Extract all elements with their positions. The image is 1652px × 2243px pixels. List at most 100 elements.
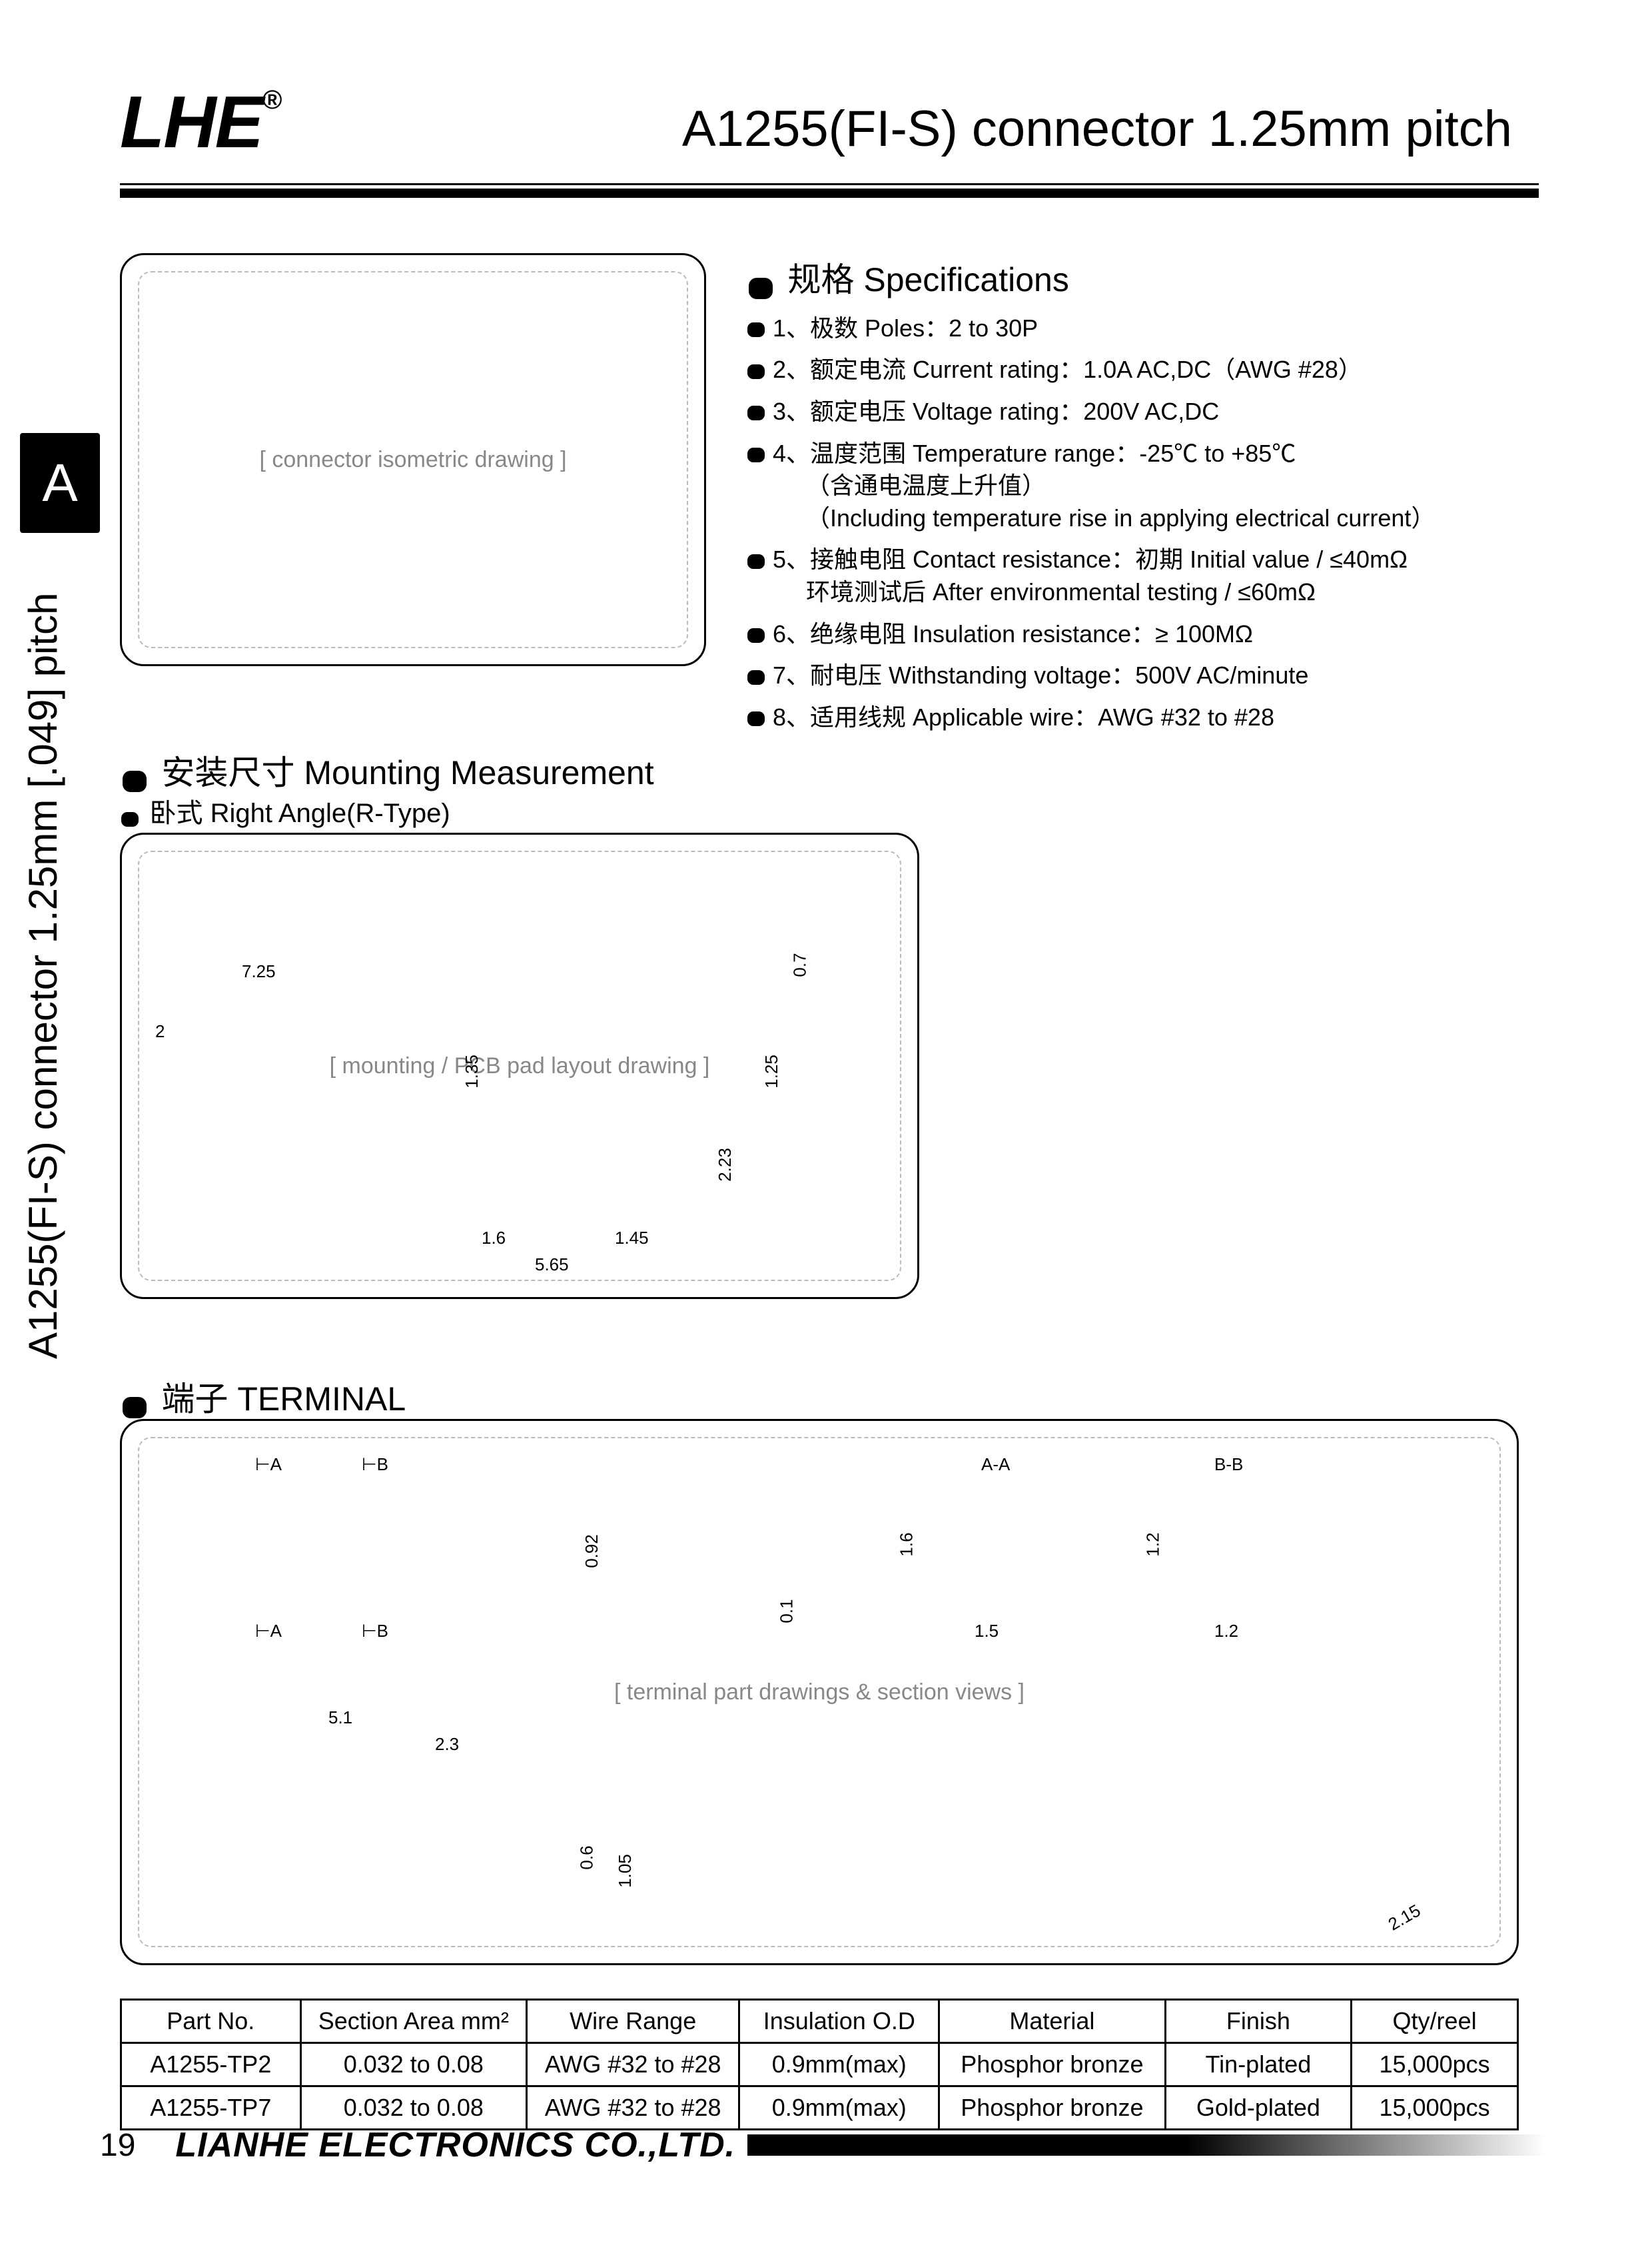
header-rule xyxy=(120,183,1539,198)
mounting-subheading: 卧式 Right Angle(R-Type) xyxy=(120,791,450,830)
terminal-table: Part No. Section Area mm² Wire Range Ins… xyxy=(120,1999,1519,2130)
brand-logo: LHE® xyxy=(120,80,280,165)
spec-text: 2、额定电流 Current rating：1.0A AC,DC（AWG #28… xyxy=(773,354,1525,386)
table-header: Wire Range xyxy=(526,2000,739,2043)
mounting-drawing-placeholder: [ mounting / PCB pad layout drawing ] xyxy=(138,851,901,1281)
table-header-row: Part No. Section Area mm² Wire Range Ins… xyxy=(121,2000,1518,2043)
table-cell: A1255-TP2 xyxy=(121,2043,301,2086)
table-header: Qty/reel xyxy=(1352,2000,1518,2043)
dim-label: 0.1 xyxy=(777,1599,797,1623)
dim-label: 1.2 xyxy=(1214,1621,1238,1641)
dim-label: 1.2 xyxy=(1143,1532,1164,1556)
dim-label: 1.25 xyxy=(761,1055,782,1089)
spec-text: 1、极数 Poles：2 to 30P xyxy=(773,312,1525,345)
spec-subtext: （Including temperature rise in applying … xyxy=(746,502,1525,535)
side-tab: A xyxy=(20,433,100,533)
dim-label: 5.65 xyxy=(535,1254,569,1275)
table-cell: AWG #32 to #28 xyxy=(526,2086,739,2130)
page-content: LHE® A1255(FI-S) connector 1.25mm pitch … xyxy=(120,80,1539,165)
brand-logo-registered: ® xyxy=(262,85,280,115)
spec-subtext: （含通电温度上升值） xyxy=(746,470,1525,502)
dim-label: 1.5 xyxy=(975,1621,999,1641)
table-cell: 0.032 to 0.08 xyxy=(300,2043,526,2086)
spec-row: 8、适用线规 Applicable wire：AWG #32 to #28 xyxy=(746,701,1525,734)
bullet-icon xyxy=(746,668,766,687)
footer-bar-icon xyxy=(747,2134,1545,2156)
section-marker: ⊢A xyxy=(255,1454,282,1475)
dim-label: 1.45 xyxy=(615,1228,649,1248)
table-cell: AWG #32 to #28 xyxy=(526,2043,739,2086)
page-number: 19 xyxy=(100,2127,135,2164)
table-header: Material xyxy=(939,2000,1166,2043)
spec-row: 1、极数 Poles：2 to 30P xyxy=(746,312,1525,345)
spec-row: 6、绝缘电阻 Insulation resistance：≥ 100MΩ xyxy=(746,618,1525,651)
spec-row: 5、接触电阻 Contact resistance：初期 Initial val… xyxy=(746,544,1525,576)
page-footer: 19 LIANHE ELECTRONICS CO.,LTD. xyxy=(93,2125,1545,2165)
table-header: Insulation O.D xyxy=(739,2000,939,2043)
table-cell: 0.9mm(max) xyxy=(739,2086,939,2130)
table-cell: Gold-plated xyxy=(1165,2086,1352,2130)
bullet-icon xyxy=(746,626,766,646)
spec-text: 3、额定电压 Voltage rating：200V AC,DC xyxy=(773,396,1525,428)
spec-text: 4、温度范围 Temperature range：-25℃ to +85℃ xyxy=(773,438,1525,470)
terminal-drawing-placeholder: [ terminal part drawings & section views… xyxy=(138,1437,1501,1947)
section-marker: ⊢B xyxy=(362,1454,388,1475)
table-cell: Tin-plated xyxy=(1165,2043,1352,2086)
table-header: Finish xyxy=(1165,2000,1352,2043)
spec-text: 6、绝缘电阻 Insulation resistance：≥ 100MΩ xyxy=(773,618,1525,651)
bullet-icon xyxy=(120,1393,149,1422)
spec-text: 8、适用线规 Applicable wire：AWG #32 to #28 xyxy=(773,701,1525,734)
table-cell: 15,000pcs xyxy=(1352,2086,1518,2130)
dim-label: 1.05 xyxy=(615,1854,635,1888)
side-tab-letter: A xyxy=(42,452,77,514)
mounting-subtitle: 卧式 Right Angle(R-Type) xyxy=(149,799,450,828)
table-header: Section Area mm² xyxy=(300,2000,526,2043)
table-cell: Phosphor bronze xyxy=(939,2043,1166,2086)
spec-row: 3、额定电压 Voltage rating：200V AC,DC xyxy=(746,396,1525,428)
table-cell: Phosphor bronze xyxy=(939,2086,1166,2130)
spec-row: 2、额定电流 Current rating：1.0A AC,DC（AWG #28… xyxy=(746,354,1525,386)
mounting-drawing-box: [ mounting / PCB pad layout drawing ] 7.… xyxy=(120,833,919,1299)
brand-logo-text: LHE xyxy=(120,81,262,163)
dim-label: 1.6 xyxy=(482,1228,506,1248)
section-marker: ⊢A xyxy=(255,1621,282,1641)
specifications-section: 规格 Specifications 1、极数 Poles：2 to 30P 2、… xyxy=(746,253,1525,733)
section-label: B-B xyxy=(1214,1454,1243,1475)
dim-label: 0.7 xyxy=(790,953,811,977)
company-name: LIANHE ELECTRONICS CO.,LTD. xyxy=(175,2125,735,2165)
spec-row: 7、耐电压 Withstanding voltage：500V AC/minut… xyxy=(746,660,1525,692)
spec-text: 5、接触电阻 Contact resistance：初期 Initial val… xyxy=(773,544,1525,576)
side-vertical-title: A1255(FI-S) connector 1.25mm [.049] pitc… xyxy=(20,592,66,1359)
bullet-icon xyxy=(120,809,140,829)
dim-label: 5.1 xyxy=(328,1707,352,1728)
dim-label: 0.92 xyxy=(582,1534,602,1568)
bullet-icon xyxy=(746,403,766,423)
dim-label: 0.6 xyxy=(577,1845,598,1869)
dim-label: 2 xyxy=(155,1021,165,1042)
terminal-heading: 端子 TERMINAL xyxy=(120,1372,406,1422)
bullet-icon xyxy=(746,320,766,340)
bullet-icon xyxy=(746,274,775,303)
terminal-drawing-box: [ terminal part drawings & section views… xyxy=(120,1419,1519,1965)
table-row: A1255-TP2 0.032 to 0.08 AWG #32 to #28 0… xyxy=(121,2043,1518,2086)
dim-label: 2.23 xyxy=(715,1148,735,1182)
table-cell: A1255-TP7 xyxy=(121,2086,301,2130)
dim-label: 1.35 xyxy=(462,1055,482,1089)
bullet-icon xyxy=(746,445,766,465)
table-row: A1255-TP7 0.032 to 0.08 AWG #32 to #28 0… xyxy=(121,2086,1518,2130)
specifications-title: 规格 Specifications xyxy=(787,261,1068,298)
specifications-heading: 规格 Specifications xyxy=(746,253,1525,303)
page-title: A1255(FI-S) connector 1.25mm pitch xyxy=(682,100,1512,158)
bullet-icon xyxy=(746,552,766,572)
table-cell: 0.9mm(max) xyxy=(739,2043,939,2086)
mounting-title: 安装尺寸 Mounting Measurement xyxy=(161,754,653,791)
spec-subtext: 环境测试后 After environmental testing / ≤60m… xyxy=(746,576,1525,609)
mounting-heading: 安装尺寸 Mounting Measurement xyxy=(120,746,654,796)
product-drawing-box: [ connector isometric drawing ] xyxy=(120,253,706,666)
section-marker: ⊢B xyxy=(362,1621,388,1641)
terminal-title: 端子 TERMINAL xyxy=(161,1380,406,1418)
dim-label: 1.6 xyxy=(897,1532,917,1556)
table-cell: 15,000pcs xyxy=(1352,2043,1518,2086)
spec-text: 7、耐电压 Withstanding voltage：500V AC/minut… xyxy=(773,660,1525,692)
table-header: Part No. xyxy=(121,2000,301,2043)
